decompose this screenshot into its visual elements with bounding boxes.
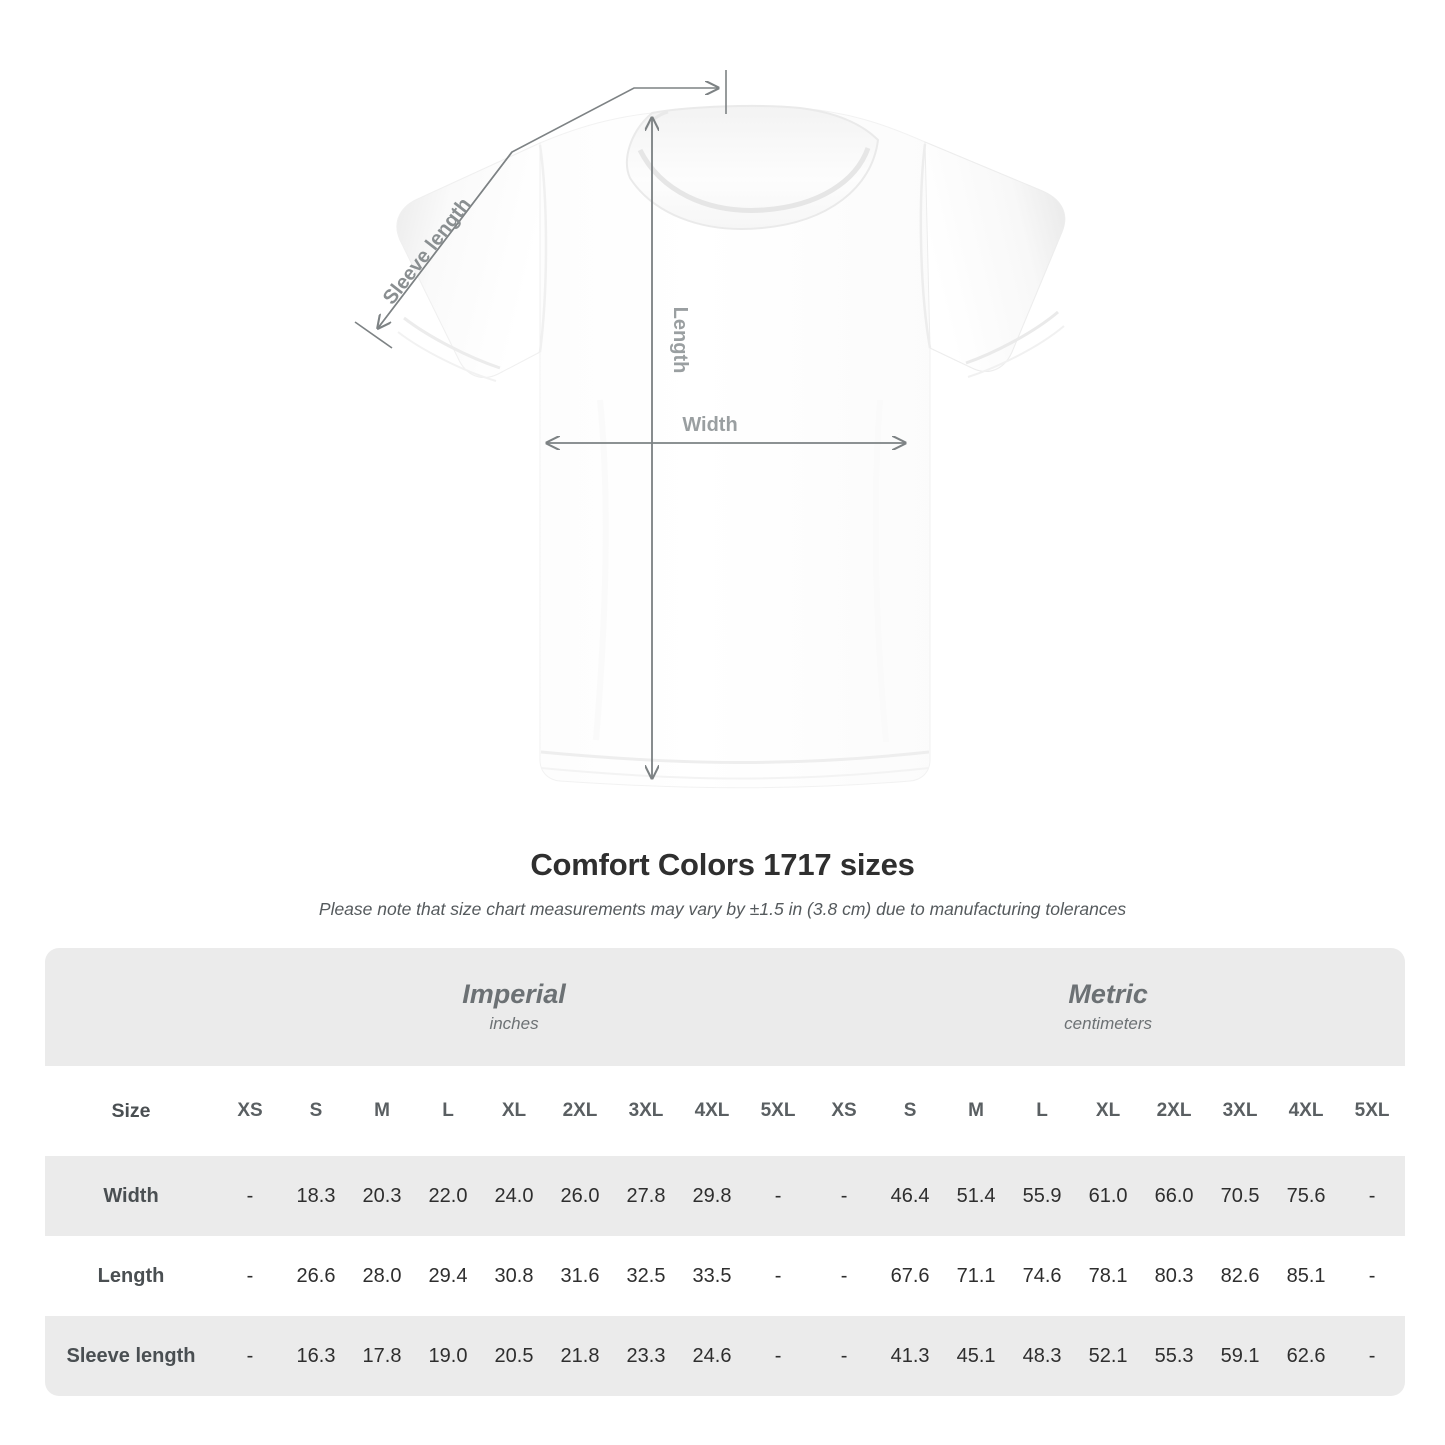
table-row-width: Width - 18.3 20.3 22.0 24.0 26.0 27.8 29… (45, 1156, 1406, 1236)
unit-band-row: Imperial inches Metric centimeters (45, 948, 1406, 1066)
sleeve-length-annotation (354, 70, 727, 349)
page-title: Comfort Colors 1717 sizes (530, 847, 915, 882)
cell-sleeve-imp-1: 16.3 (283, 1316, 349, 1396)
row-label-width: Width (45, 1156, 217, 1236)
unit-band-imperial: Imperial inches (217, 948, 812, 1066)
cell-sleeve-imp-2: 17.8 (349, 1316, 415, 1396)
cell-length-imp-0: - (217, 1236, 283, 1316)
cell-length-imp-8: - (745, 1236, 812, 1316)
cell-sleeve-met-4: 52.1 (1075, 1316, 1142, 1396)
cell-width-met-2: 51.4 (943, 1156, 1010, 1236)
header-size-met-4: XL (1075, 1066, 1142, 1156)
table-row-length: Length - 26.6 28.0 29.4 30.8 31.6 32.5 3… (45, 1236, 1406, 1316)
cell-sleeve-met-5: 55.3 (1141, 1316, 1208, 1396)
cell-width-imp-1: 18.3 (283, 1156, 349, 1236)
cell-width-met-1: 46.4 (877, 1156, 944, 1236)
header-size-imp-4: XL (481, 1066, 547, 1156)
header-size-imp-6: 3XL (613, 1066, 679, 1156)
cell-width-met-4: 61.0 (1075, 1156, 1142, 1236)
header-size-met-5: 2XL (1141, 1066, 1208, 1156)
cell-length-met-4: 78.1 (1075, 1236, 1142, 1316)
cell-length-imp-5: 31.6 (547, 1236, 613, 1316)
size-chart-table: Imperial inches Metric centimeters Size … (45, 948, 1406, 1396)
header-size-imp-7: 4XL (679, 1066, 745, 1156)
cell-length-met-2: 71.1 (943, 1236, 1010, 1316)
cell-sleeve-imp-3: 19.0 (415, 1316, 481, 1396)
header-size-label: Size (45, 1066, 217, 1156)
cell-sleeve-imp-5: 21.8 (547, 1316, 613, 1396)
cell-width-imp-7: 29.8 (679, 1156, 745, 1236)
header-size-met-2: M (943, 1066, 1010, 1156)
cell-length-met-3: 74.6 (1009, 1236, 1076, 1316)
cell-length-imp-7: 33.5 (679, 1236, 745, 1316)
cell-sleeve-met-7: 62.6 (1273, 1316, 1340, 1396)
cell-length-imp-6: 32.5 (613, 1236, 679, 1316)
imperial-subtitle: inches (489, 1014, 539, 1033)
header-size-imp-1: S (283, 1066, 349, 1156)
header-size-met-1: S (877, 1066, 944, 1156)
tshirt-illustration: Sleeve length Length Width (354, 70, 1066, 789)
row-label-sleeve-length: Sleeve length (45, 1316, 217, 1396)
cell-length-met-0: - (811, 1236, 878, 1316)
metric-title: Metric (1068, 979, 1148, 1009)
metric-subtitle: centimeters (1064, 1014, 1153, 1033)
cell-width-met-6: 70.5 (1207, 1156, 1274, 1236)
header-size-imp-0: XS (217, 1066, 283, 1156)
header-size-met-3: L (1009, 1066, 1076, 1156)
cell-length-met-7: 85.1 (1273, 1236, 1340, 1316)
cell-width-met-3: 55.9 (1009, 1156, 1076, 1236)
cell-width-imp-2: 20.3 (349, 1156, 415, 1236)
cell-sleeve-imp-7: 24.6 (679, 1316, 745, 1396)
length-label: Length (669, 307, 691, 374)
cell-sleeve-met-3: 48.3 (1009, 1316, 1076, 1396)
cell-width-met-8: - (1339, 1156, 1406, 1236)
cell-width-imp-3: 22.0 (415, 1156, 481, 1236)
cell-sleeve-imp-6: 23.3 (613, 1316, 679, 1396)
cell-sleeve-imp-8: - (745, 1316, 812, 1396)
title-block: Comfort Colors 1717 sizes Please note th… (0, 845, 1445, 921)
cell-sleeve-imp-4: 20.5 (481, 1316, 547, 1396)
shirt-body-shape (396, 104, 1066, 789)
header-size-met-7: 4XL (1273, 1066, 1340, 1156)
unit-band-metric: Metric centimeters (811, 948, 1406, 1066)
cell-length-met-6: 82.6 (1207, 1236, 1274, 1316)
row-label-length: Length (45, 1236, 217, 1316)
cell-width-met-7: 75.6 (1273, 1156, 1340, 1236)
cell-length-imp-4: 30.8 (481, 1236, 547, 1316)
tolerance-note: Please note that size chart measurements… (318, 899, 1127, 919)
cell-width-met-0: - (811, 1156, 878, 1236)
table-row-sleeve-length: Sleeve length - 16.3 17.8 19.0 20.5 21.8… (45, 1316, 1406, 1396)
cell-width-met-5: 66.0 (1141, 1156, 1208, 1236)
cell-length-met-8: - (1339, 1236, 1406, 1316)
cell-length-imp-3: 29.4 (415, 1236, 481, 1316)
header-size-imp-2: M (349, 1066, 415, 1156)
cell-sleeve-met-2: 45.1 (943, 1316, 1010, 1396)
cell-length-imp-2: 28.0 (349, 1236, 415, 1316)
width-label: Width (682, 414, 737, 436)
cell-sleeve-met-6: 59.1 (1207, 1316, 1274, 1396)
cell-width-imp-4: 24.0 (481, 1156, 547, 1236)
cell-sleeve-met-0: - (811, 1316, 878, 1396)
cell-width-imp-6: 27.8 (613, 1156, 679, 1236)
cell-length-imp-1: 26.6 (283, 1236, 349, 1316)
cell-sleeve-imp-0: - (217, 1316, 283, 1396)
cell-width-imp-8: - (745, 1156, 812, 1236)
header-size-imp-5: 2XL (547, 1066, 613, 1156)
header-size-imp-3: L (415, 1066, 481, 1156)
unit-band-spacer (45, 948, 217, 1066)
header-size-met-0: XS (811, 1066, 878, 1156)
cell-sleeve-met-8: - (1339, 1316, 1406, 1396)
header-size-met-8: 5XL (1339, 1066, 1406, 1156)
cell-sleeve-met-1: 41.3 (877, 1316, 944, 1396)
header-size-imp-8: 5XL (745, 1066, 812, 1156)
cell-length-met-5: 80.3 (1141, 1236, 1208, 1316)
table-header-row: Size XS S M L XL 2XL 3XL 4XL 5XL XS S M … (45, 1066, 1406, 1156)
header-size-met-6: 3XL (1207, 1066, 1274, 1156)
cell-width-imp-0: - (217, 1156, 283, 1236)
cell-width-imp-5: 26.0 (547, 1156, 613, 1236)
imperial-title: Imperial (462, 979, 566, 1009)
cell-length-met-1: 67.6 (877, 1236, 944, 1316)
